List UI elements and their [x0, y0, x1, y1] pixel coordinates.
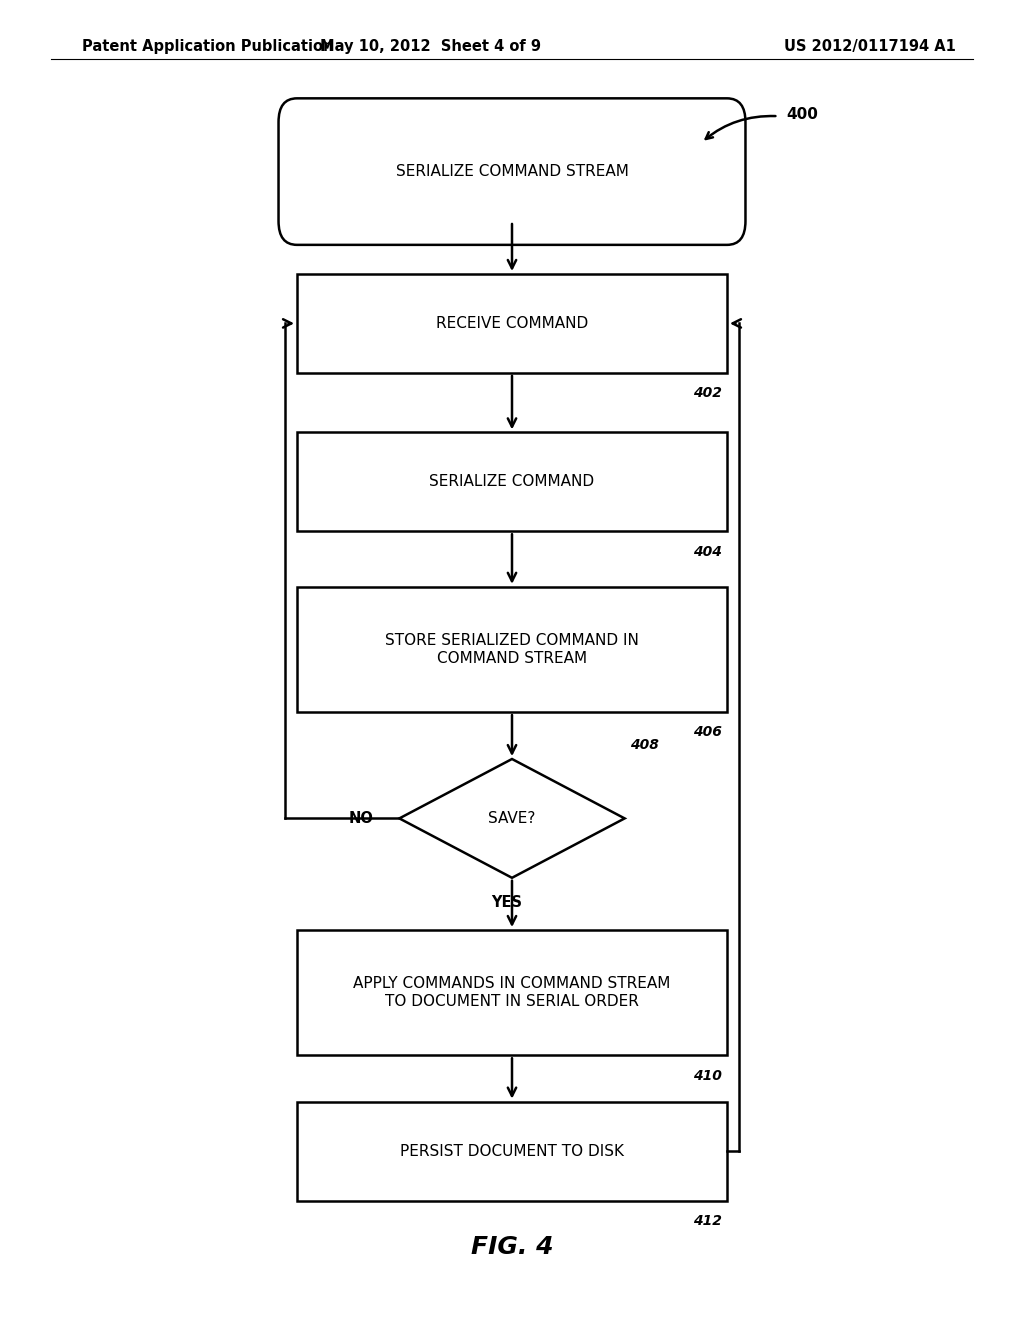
Text: 408: 408	[630, 738, 658, 752]
Text: 400: 400	[786, 107, 818, 123]
Bar	[297, 586, 727, 713]
Text: FIG. 4: FIG. 4	[471, 1236, 553, 1259]
Bar	[297, 929, 727, 1056]
Text: STORE SERIALIZED COMMAND IN
COMMAND STREAM: STORE SERIALIZED COMMAND IN COMMAND STRE…	[385, 634, 639, 665]
Bar	[297, 433, 727, 531]
Text: 404: 404	[693, 544, 722, 558]
FancyBboxPatch shape	[279, 98, 745, 244]
Bar	[297, 275, 727, 372]
Text: 406: 406	[693, 726, 722, 739]
Text: NO: NO	[349, 810, 374, 826]
Text: Patent Application Publication: Patent Application Publication	[82, 38, 334, 54]
Text: RECEIVE COMMAND: RECEIVE COMMAND	[436, 315, 588, 331]
Text: APPLY COMMANDS IN COMMAND STREAM
TO DOCUMENT IN SERIAL ORDER: APPLY COMMANDS IN COMMAND STREAM TO DOCU…	[353, 977, 671, 1008]
Text: YES: YES	[492, 895, 522, 909]
Polygon shape	[399, 759, 625, 878]
Text: US 2012/0117194 A1: US 2012/0117194 A1	[784, 38, 956, 54]
Text: PERSIST DOCUMENT TO DISK: PERSIST DOCUMENT TO DISK	[400, 1143, 624, 1159]
Text: SERIALIZE COMMAND: SERIALIZE COMMAND	[429, 474, 595, 490]
Text: May 10, 2012  Sheet 4 of 9: May 10, 2012 Sheet 4 of 9	[319, 38, 541, 54]
Text: 402: 402	[693, 385, 722, 400]
Text: SAVE?: SAVE?	[488, 810, 536, 826]
Bar	[297, 1101, 727, 1201]
Text: 412: 412	[693, 1214, 722, 1228]
Text: SERIALIZE COMMAND STREAM: SERIALIZE COMMAND STREAM	[395, 164, 629, 180]
Text: 410: 410	[693, 1069, 722, 1082]
